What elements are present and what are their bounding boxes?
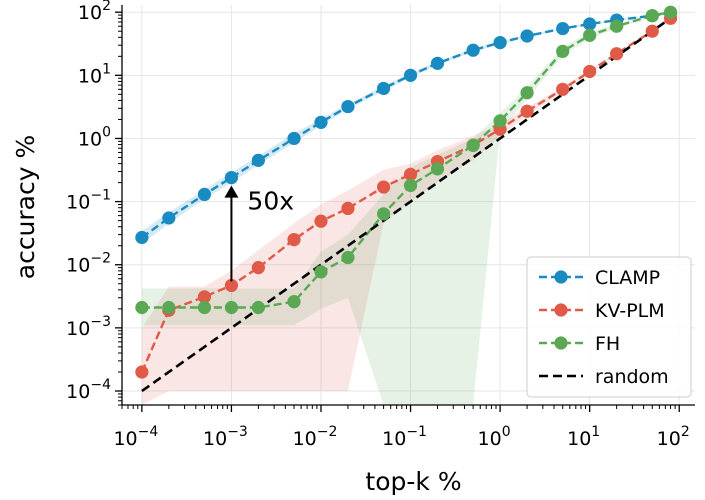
data-point-kv-plm xyxy=(403,167,418,181)
data-point-fh xyxy=(645,9,659,23)
data-point-kv-plm xyxy=(556,82,570,96)
data-point-clamp xyxy=(376,81,391,96)
data-point-kv-plm xyxy=(520,104,534,118)
error-bands xyxy=(141,11,671,406)
band-fh xyxy=(141,11,671,406)
series-markers xyxy=(135,5,678,379)
data-point-clamp xyxy=(556,21,570,36)
y-tick-label: 102 xyxy=(78,0,111,24)
y-tick-label: 10−2 xyxy=(66,251,111,277)
data-point-fh xyxy=(314,265,328,279)
y-tick-label: 10−3 xyxy=(66,314,111,340)
data-point-clamp xyxy=(162,211,176,225)
data-point-clamp xyxy=(314,115,328,129)
band-kv-plm xyxy=(141,17,671,405)
data-point-kv-plm xyxy=(583,64,597,79)
y-tick-label: 100 xyxy=(78,124,111,150)
legend-marker-kv-plm xyxy=(554,303,568,317)
annotation: 50x xyxy=(224,185,294,282)
data-point-fh xyxy=(197,300,212,315)
data-point-fh xyxy=(403,178,418,193)
legend-label: random xyxy=(595,366,669,388)
legend-box xyxy=(526,256,692,398)
data-point-clamp xyxy=(403,68,418,82)
x-tick-label: 10−3 xyxy=(203,424,248,450)
data-point-fh xyxy=(520,86,534,100)
data-point-fh xyxy=(610,19,624,33)
data-point-clamp xyxy=(520,29,534,43)
data-point-clamp xyxy=(287,131,301,146)
y-tick-label: 10−4 xyxy=(66,377,111,403)
legend-label: KV-PLM xyxy=(595,300,665,322)
y-tick-label: 101 xyxy=(78,61,111,87)
legend: CLAMP KV-PLM FH random xyxy=(526,256,692,398)
annotation-label: 50x xyxy=(247,187,294,216)
data-point-clamp xyxy=(251,153,265,167)
x-axis-title: top-k % xyxy=(365,467,461,496)
data-point-fh xyxy=(162,300,176,315)
data-point-kv-plm xyxy=(251,261,265,275)
data-point-fh xyxy=(287,295,301,309)
data-point-fh xyxy=(556,44,570,58)
y-tick-label: 10−1 xyxy=(66,188,111,214)
legend-label: CLAMP xyxy=(595,267,660,289)
data-point-fh xyxy=(430,162,445,176)
data-point-clamp xyxy=(466,43,480,57)
data-point-fh xyxy=(224,300,239,315)
series-line-random xyxy=(141,17,672,393)
data-point-kv-plm xyxy=(314,214,328,228)
data-point-clamp xyxy=(430,56,445,70)
data-point-fh xyxy=(135,300,149,315)
legend-marker-clamp xyxy=(554,270,568,284)
legend-label: FH xyxy=(595,333,620,355)
data-point-kv-plm xyxy=(610,47,624,61)
data-point-fh xyxy=(466,138,480,152)
data-point-kv-plm xyxy=(341,201,355,216)
y-axis-title: accuracy % xyxy=(11,135,40,280)
data-point-fh xyxy=(251,300,265,315)
legend-marker-fh xyxy=(554,336,568,350)
data-point-kv-plm xyxy=(224,278,239,293)
data-point-kv-plm xyxy=(376,180,391,194)
data-point-fh xyxy=(663,5,678,19)
data-point-kv-plm xyxy=(197,290,212,304)
data-point-kv-plm xyxy=(645,24,659,38)
data-point-fh xyxy=(493,114,507,128)
data-point-clamp xyxy=(493,35,507,50)
data-point-kv-plm xyxy=(287,233,301,247)
data-point-clamp xyxy=(197,187,212,202)
data-point-clamp xyxy=(583,17,597,31)
data-point-clamp xyxy=(341,99,355,114)
data-point-fh xyxy=(376,207,391,221)
data-point-fh xyxy=(341,250,355,265)
data-point-fh xyxy=(583,28,597,42)
x-tick-label: 10−1 xyxy=(382,424,427,450)
x-tick-label: 101 xyxy=(567,424,600,450)
x-tick-label: 102 xyxy=(657,424,690,450)
data-point-clamp xyxy=(224,170,239,185)
data-point-clamp xyxy=(135,230,149,245)
x-tick-label: 100 xyxy=(478,424,511,450)
data-point-kv-plm xyxy=(135,365,149,379)
x-tick-label: 10−2 xyxy=(293,424,338,450)
annotation-arrow-head xyxy=(224,185,239,198)
x-tick-label: 10−4 xyxy=(113,424,158,450)
